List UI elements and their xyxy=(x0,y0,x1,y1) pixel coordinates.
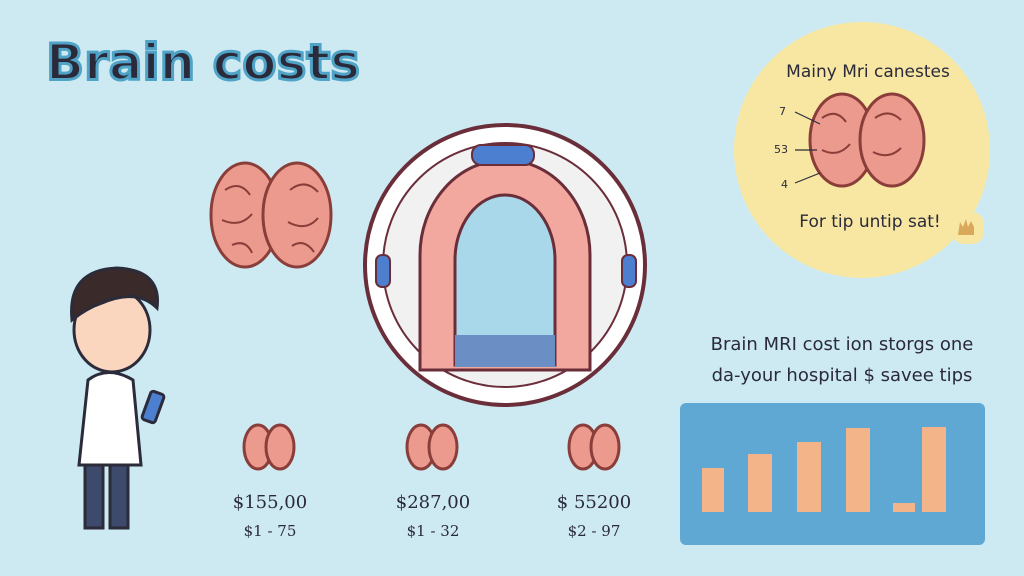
price: $155,00 xyxy=(233,492,307,513)
price: $287,00 xyxy=(396,492,470,513)
info-line: Brain MRI cost ion storgs one xyxy=(711,334,974,355)
speech-bubble xyxy=(734,22,990,278)
bubble-title: Mainy Mri canestes xyxy=(786,62,950,82)
bubble-label: 4 xyxy=(781,178,788,191)
bar-panel xyxy=(680,403,985,545)
info-line: da-your hospital $ savee tips xyxy=(712,365,973,386)
bubble-label: 7 xyxy=(779,105,786,118)
page-title: Brain costs xyxy=(46,34,360,92)
bubble-label: 53 xyxy=(774,143,788,156)
brain-large xyxy=(209,161,333,269)
price-range: $1 - 32 xyxy=(407,522,460,540)
mri-machine xyxy=(363,123,647,407)
price-range: $1 - 75 xyxy=(244,522,297,540)
bubble-footer: For tip untip sat! xyxy=(799,212,940,232)
price-range: $2 - 97 xyxy=(568,522,621,540)
doctor xyxy=(70,266,166,530)
price: $ 55200 xyxy=(557,492,631,513)
price-brains xyxy=(242,423,621,471)
